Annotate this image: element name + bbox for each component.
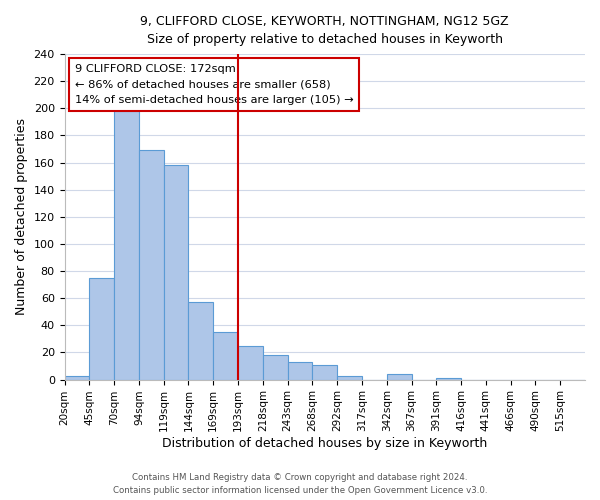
Bar bbox=[337, 376, 362, 380]
Bar bbox=[436, 378, 461, 380]
Bar bbox=[213, 332, 238, 380]
Bar bbox=[188, 302, 213, 380]
Text: 9 CLIFFORD CLOSE: 172sqm
← 86% of detached houses are smaller (658)
14% of semi-: 9 CLIFFORD CLOSE: 172sqm ← 86% of detach… bbox=[75, 64, 353, 105]
Bar bbox=[238, 346, 263, 380]
Bar bbox=[139, 150, 164, 380]
Bar bbox=[387, 374, 412, 380]
Title: 9, CLIFFORD CLOSE, KEYWORTH, NOTTINGHAM, NG12 5GZ
Size of property relative to d: 9, CLIFFORD CLOSE, KEYWORTH, NOTTINGHAM,… bbox=[140, 15, 509, 46]
Text: Contains HM Land Registry data © Crown copyright and database right 2024.
Contai: Contains HM Land Registry data © Crown c… bbox=[113, 474, 487, 495]
Bar bbox=[164, 166, 188, 380]
Y-axis label: Number of detached properties: Number of detached properties bbox=[15, 118, 28, 316]
Bar bbox=[313, 364, 337, 380]
X-axis label: Distribution of detached houses by size in Keyworth: Distribution of detached houses by size … bbox=[162, 437, 487, 450]
Bar bbox=[114, 111, 139, 380]
Bar bbox=[65, 376, 89, 380]
Bar bbox=[287, 362, 313, 380]
Bar bbox=[263, 355, 287, 380]
Bar bbox=[89, 278, 114, 380]
